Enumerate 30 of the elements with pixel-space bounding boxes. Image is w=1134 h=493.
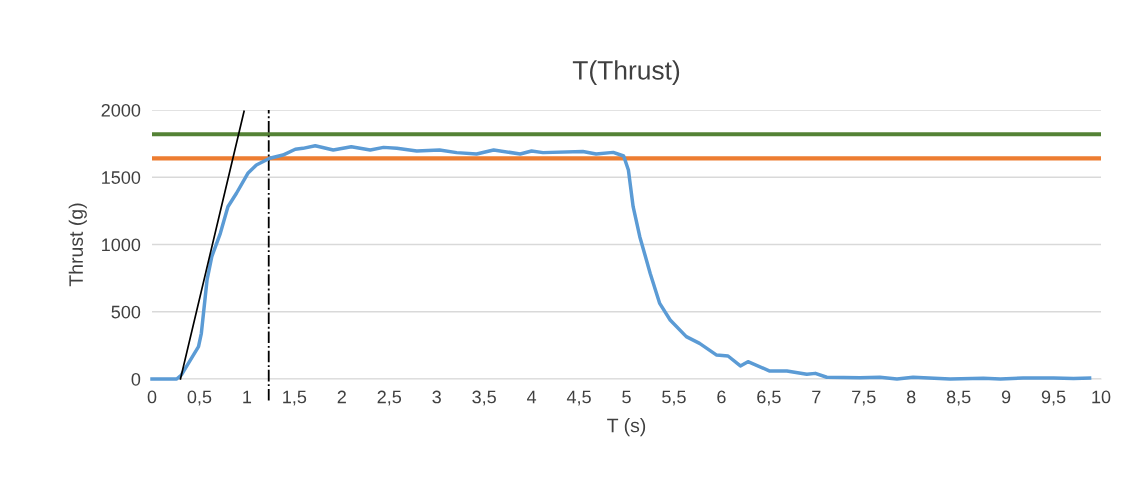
x-tick-label: 4 xyxy=(526,390,537,404)
y-tick-label: 1500 xyxy=(102,171,141,184)
x-tick-label: 6 xyxy=(717,390,726,404)
y-tick-label: 0 xyxy=(131,372,141,386)
x-tick-label: 5,5 xyxy=(662,390,686,406)
x-axis-title: T (s) xyxy=(607,418,646,437)
y-tick-label: 2000 xyxy=(101,103,141,117)
line-series xyxy=(150,144,1092,381)
x-tick-label: 7 xyxy=(812,390,821,404)
x-tick-label: 1 xyxy=(243,390,252,404)
x-tick-label: 6,5 xyxy=(757,390,781,406)
x-tick-label: 3,5 xyxy=(472,390,496,406)
x-tick-label: 9,5 xyxy=(1041,390,1066,406)
x-tick-label: 8,5 xyxy=(946,390,971,406)
y-tick-label: 1000 xyxy=(102,238,141,252)
x-tick-label: 0 xyxy=(147,390,157,404)
x-tick-label: 7,5 xyxy=(852,390,876,406)
x-tick-label: 4,5 xyxy=(566,390,591,406)
x-tick-label: 1,5 xyxy=(283,390,307,406)
x-tick-label: 9 xyxy=(1001,390,1011,404)
x-tick-label: 2,5 xyxy=(377,390,402,406)
x-tick-label: 8 xyxy=(906,390,916,404)
x-tick-label: 10 xyxy=(1092,390,1111,404)
chart-title: T(Thrust) xyxy=(572,60,680,85)
x-tick-label: 2 xyxy=(337,390,346,404)
y-tick-label: 500 xyxy=(111,305,141,319)
x-tick-label: 0,5 xyxy=(187,390,212,406)
x-tick-label: 5 xyxy=(622,390,631,404)
x-tick-label: 3 xyxy=(432,390,441,404)
y-axis-title: Thrust (g) xyxy=(68,203,87,287)
